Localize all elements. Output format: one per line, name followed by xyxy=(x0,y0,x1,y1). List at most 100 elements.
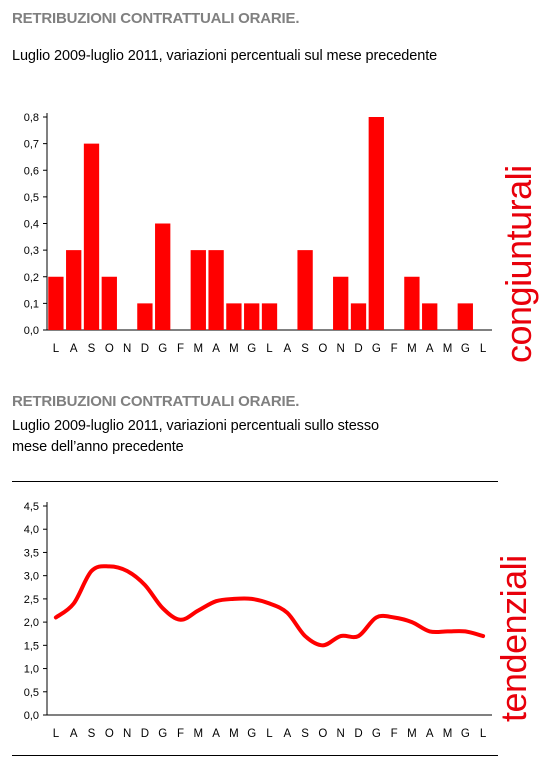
x-tick-label: G xyxy=(247,728,256,740)
x-tick-label: N xyxy=(123,728,131,740)
y-tick-label: 1,0 xyxy=(24,664,39,676)
chart1-title-text: RETRIBUZIONI CONTRATTUALI ORARIE xyxy=(12,10,296,27)
chart2-top-rule xyxy=(12,481,498,482)
series-line xyxy=(53,564,486,648)
y-tick-label: 0,7 xyxy=(24,139,39,151)
x-tick-label: M xyxy=(443,728,453,740)
x-tick-label: F xyxy=(177,728,184,740)
x-tick-label: G xyxy=(461,728,470,740)
x-tick-label: G xyxy=(158,343,167,355)
x-tick-label: G xyxy=(158,728,167,740)
bar xyxy=(66,250,82,330)
x-tick-label: L xyxy=(266,728,273,740)
x-tick-label: F xyxy=(391,728,398,740)
x-tick-label: G xyxy=(372,343,381,355)
y-tick-label: 4,5 xyxy=(24,501,39,513)
x-tick-label: L xyxy=(480,728,487,740)
x-tick-label: A xyxy=(426,343,434,355)
x-tick-label: D xyxy=(141,728,149,740)
x-tick-label: D xyxy=(354,343,362,355)
y-tick-label: 1,5 xyxy=(24,640,39,652)
x-tick-label: O xyxy=(318,728,327,740)
y-tick-label: 0,0 xyxy=(24,325,39,337)
y-tick-label: 0,0 xyxy=(24,710,39,722)
chart2-subtitle-line1: Luglio 2009-luglio 2011, variazioni perc… xyxy=(12,418,379,434)
y-tick-label: 0,6 xyxy=(24,165,39,177)
x-tick-label: D xyxy=(354,728,362,740)
y-tick-label: 4,0 xyxy=(24,524,39,536)
x-tick-label: F xyxy=(391,343,398,355)
bar xyxy=(83,143,100,330)
y-tick-label: 0,1 xyxy=(24,298,39,310)
x-tick-label: M xyxy=(443,343,453,355)
x-tick-label: D xyxy=(141,343,149,355)
x-tick-label: F xyxy=(177,343,184,355)
x-tick-label: M xyxy=(229,728,239,740)
bar xyxy=(101,276,117,330)
x-tick-label: A xyxy=(283,728,291,740)
x-tick-label: M xyxy=(194,728,204,740)
bar xyxy=(190,250,206,330)
x-tick-label: A xyxy=(212,728,220,740)
bar xyxy=(155,223,171,330)
chart2-title: RETRIBUZIONI CONTRATTUALI ORARIE. xyxy=(12,393,300,410)
chart1-title: RETRIBUZIONI CONTRATTUALI ORARIE. xyxy=(12,10,299,27)
y-tick-label: 2,0 xyxy=(24,617,39,629)
y-tick-label: 0,2 xyxy=(24,272,39,284)
bar xyxy=(297,250,313,330)
bar xyxy=(244,303,260,330)
x-tick-label: L xyxy=(53,343,60,355)
bar xyxy=(457,303,473,330)
chart2-bottom-rule xyxy=(12,755,498,756)
x-tick-label: M xyxy=(407,343,417,355)
x-tick-label: O xyxy=(105,728,114,740)
y-tick-label: 0,4 xyxy=(24,219,39,231)
bar xyxy=(208,250,224,330)
x-tick-label: M xyxy=(407,728,417,740)
x-tick-label: N xyxy=(337,343,345,355)
x-tick-label: A xyxy=(70,343,78,355)
x-tick-label: O xyxy=(105,343,114,355)
bar xyxy=(404,276,420,330)
y-tick-label: 2,5 xyxy=(24,594,39,606)
bar xyxy=(368,117,384,330)
x-tick-label: A xyxy=(212,343,220,355)
x-tick-label: N xyxy=(337,728,345,740)
x-tick-label: G xyxy=(372,728,381,740)
y-tick-label: 3,5 xyxy=(24,547,39,559)
x-tick-label: G xyxy=(247,343,256,355)
x-tick-label: M xyxy=(194,343,204,355)
y-tick-label: 3,0 xyxy=(24,571,39,583)
x-tick-label: G xyxy=(461,343,470,355)
chart2-subtitle-line2: mese dell’anno precedente xyxy=(12,439,184,455)
x-tick-label: S xyxy=(301,728,309,740)
chart2-side-label: tendenziali xyxy=(493,555,534,722)
x-tick-label: L xyxy=(480,343,487,355)
y-tick-label: 0,3 xyxy=(24,245,39,257)
x-tick-label: N xyxy=(123,343,131,355)
x-tick-label: L xyxy=(266,343,273,355)
bar xyxy=(226,303,242,330)
y-tick-label: 0,5 xyxy=(24,192,39,204)
x-tick-label: A xyxy=(426,728,434,740)
bar xyxy=(422,303,438,330)
chart1-title-period: . xyxy=(295,10,300,27)
y-tick-label: 0,5 xyxy=(24,687,39,699)
x-tick-label: A xyxy=(70,728,78,740)
chart1-bar-chart: 0,00,10,20,30,40,50,60,70,8L A S O N D G F M A M G L… xyxy=(24,112,492,355)
x-tick-label: S xyxy=(301,343,309,355)
bar xyxy=(137,303,153,330)
x-tick-label: L xyxy=(53,728,60,740)
bar xyxy=(48,276,64,330)
x-tick-label: M xyxy=(229,343,239,355)
chart1-subtitle: Luglio 2009-luglio 2011, variazioni perc… xyxy=(12,48,438,64)
x-tick-label: O xyxy=(318,343,327,355)
bar xyxy=(333,276,349,330)
x-tick-label: A xyxy=(283,343,291,355)
x-tick-label: S xyxy=(88,343,96,355)
chart2-line-chart: 0,00,51,01,52,02,53,03,54,04,5L A S O N D G F M A… xyxy=(24,501,492,740)
y-tick-label: 0,8 xyxy=(24,112,39,124)
x-tick-label: S xyxy=(88,728,96,740)
chart1-side-label: congiunturali xyxy=(498,165,539,363)
bar xyxy=(350,303,367,330)
